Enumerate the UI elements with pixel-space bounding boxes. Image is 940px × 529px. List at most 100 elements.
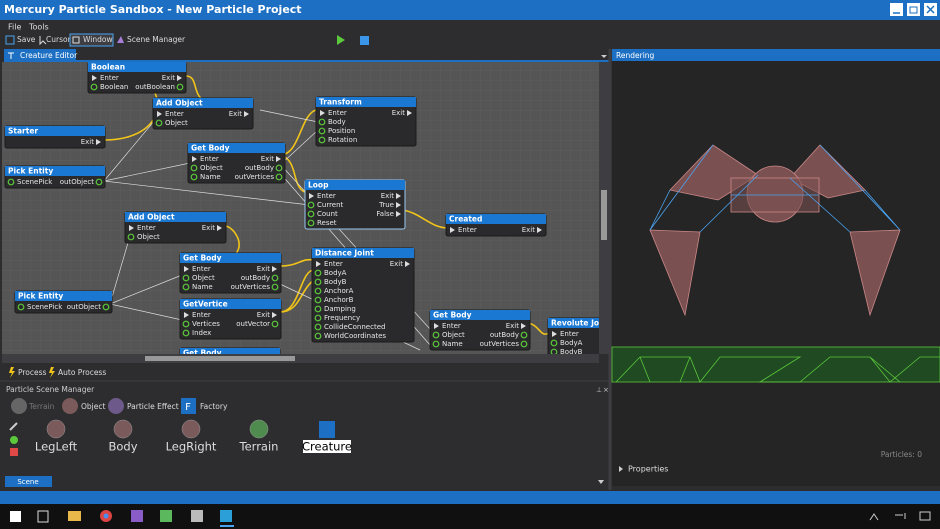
filter-button[interactable]: Factory: [200, 402, 228, 411]
scene-item[interactable]: Creature: [302, 421, 352, 454]
graph-node[interactable]: Pick Entity ScenePick outObject: [4, 165, 106, 189]
graph-node[interactable]: GetVertice Enter Exit Vertices outVector Inde…: [179, 298, 282, 340]
graph-node[interactable]: Add Object Enter Exit Object: [152, 97, 254, 130]
graph-node[interactable]: Loop Enter Exit Current True Count False Reset: [304, 179, 406, 230]
h-scrollbar[interactable]: [2, 354, 599, 363]
scene-item[interactable]: Terrain: [239, 419, 279, 454]
node-header: [88, 62, 186, 72]
pin-label: Current: [317, 201, 344, 209]
scene-item[interactable]: Body: [108, 419, 138, 454]
menu-item[interactable]: Tools: [28, 23, 49, 32]
panel-close[interactable]: ×: [603, 386, 609, 394]
item-label: LegLeft: [35, 440, 78, 454]
window-title: Mercury Particle Sandbox - New Particle …: [4, 3, 302, 16]
exec-pin: [537, 227, 542, 233]
title-bar: [0, 0, 940, 20]
pin-label: Enter: [137, 224, 156, 232]
toolbar-button[interactable]: Save: [17, 35, 36, 44]
graph-node[interactable]: Distance Joint Enter Exit BodyABodyBAnchorA…: [311, 247, 415, 343]
exec-pin: [552, 331, 557, 337]
app-icon[interactable]: [191, 510, 203, 522]
graph-node[interactable]: Starter Exit: [4, 125, 106, 149]
pin-label: Enter: [458, 226, 477, 234]
graph-node[interactable]: Pick Entity ScenePick outObject: [14, 290, 113, 314]
dropdown[interactable]: [598, 480, 604, 484]
node-header: [188, 143, 285, 153]
scene-item[interactable]: LegRight: [166, 419, 217, 454]
node-header: [312, 248, 414, 258]
data-pin: [318, 127, 326, 135]
pin-label: WorldCoordinates: [324, 332, 386, 340]
scene-item[interactable]: LegLeft: [35, 419, 78, 454]
start-button[interactable]: [10, 511, 21, 522]
data-pin: [7, 178, 15, 186]
particle-count: Particles: 0: [881, 450, 923, 459]
exec-pin: [276, 156, 281, 162]
task-view[interactable]: [37, 510, 49, 523]
filter-button[interactable]: Object: [81, 402, 105, 411]
properties-header[interactable]: Properties: [628, 465, 668, 474]
toolbar-button[interactable]: Scene Manager: [127, 35, 186, 44]
scene-tab[interactable]: [5, 476, 52, 487]
editor-tab[interactable]: [4, 49, 76, 62]
minimize-button[interactable]: [890, 3, 903, 16]
save-icon: [5, 35, 15, 45]
filter-button[interactable]: Terrain: [28, 402, 55, 411]
pin-label: Rotation: [328, 136, 357, 144]
node-title: Boolean: [91, 63, 125, 72]
data-pin: [314, 314, 322, 322]
panel-pin[interactable]: ⊥: [596, 386, 602, 394]
h-scroll-thumb[interactable]: [145, 356, 295, 361]
menu-item[interactable]: File: [8, 23, 21, 32]
vs-icon[interactable]: [131, 510, 143, 522]
explorer-icon[interactable]: [68, 511, 81, 521]
exec-pin: [396, 211, 401, 217]
toolbar-button[interactable]: Cursor: [46, 35, 72, 44]
add-icon[interactable]: [10, 436, 18, 444]
graph-node[interactable]: Get Body Enter Exit Object outBody Name outVer…: [429, 309, 531, 351]
process-button[interactable]: Process: [18, 368, 47, 377]
pin-label: outBoolean: [135, 83, 175, 91]
delete-icon[interactable]: [10, 448, 18, 456]
node-title: Get Body: [433, 311, 472, 320]
node-title: Add Object: [156, 99, 203, 108]
tool-icon[interactable]: [9, 422, 18, 431]
tab-dropdown[interactable]: [601, 55, 607, 58]
exec-pin: [396, 193, 401, 199]
play-button[interactable]: [337, 35, 345, 45]
exec-pin: [272, 266, 277, 272]
data-pin: [176, 83, 184, 91]
app-icon[interactable]: [160, 510, 172, 522]
filter-button[interactable]: Particle Effect: [127, 402, 179, 411]
auto-process-button[interactable]: Auto Process: [58, 368, 106, 377]
data-pin: [182, 320, 190, 328]
expander[interactable]: [619, 466, 623, 472]
pin-label: outObject: [60, 178, 95, 186]
pin-label: Object: [165, 119, 188, 127]
data-pin: [550, 339, 558, 347]
graph-node[interactable]: Get Body Enter Exit Object outBody Name outVer…: [187, 142, 286, 184]
app-icon[interactable]: [220, 510, 232, 522]
menu-toolbar: [0, 20, 940, 48]
node-header: [5, 166, 105, 176]
graph-node[interactable]: Add Object Enter Exit Object: [124, 211, 227, 244]
graph-node[interactable]: Created Enter Exit: [445, 213, 547, 237]
window-button[interactable]: [69, 33, 114, 47]
item-label: Creature: [302, 440, 352, 454]
pin-label: Enter: [328, 109, 347, 117]
graph-node[interactable]: Get Body Enter Exit Object outBody Name outVer…: [179, 252, 282, 294]
v-scroll-thumb[interactable]: [601, 190, 607, 240]
stop-button[interactable]: [360, 36, 369, 45]
data-pin: [314, 269, 322, 277]
pin-label: BodyA: [560, 339, 583, 347]
pin-label: Enter: [192, 265, 211, 273]
pin-label: Enter: [165, 110, 184, 118]
restore-button[interactable]: [907, 3, 920, 16]
data-pin: [275, 173, 283, 181]
toolbar-button[interactable]: Window: [83, 35, 113, 44]
